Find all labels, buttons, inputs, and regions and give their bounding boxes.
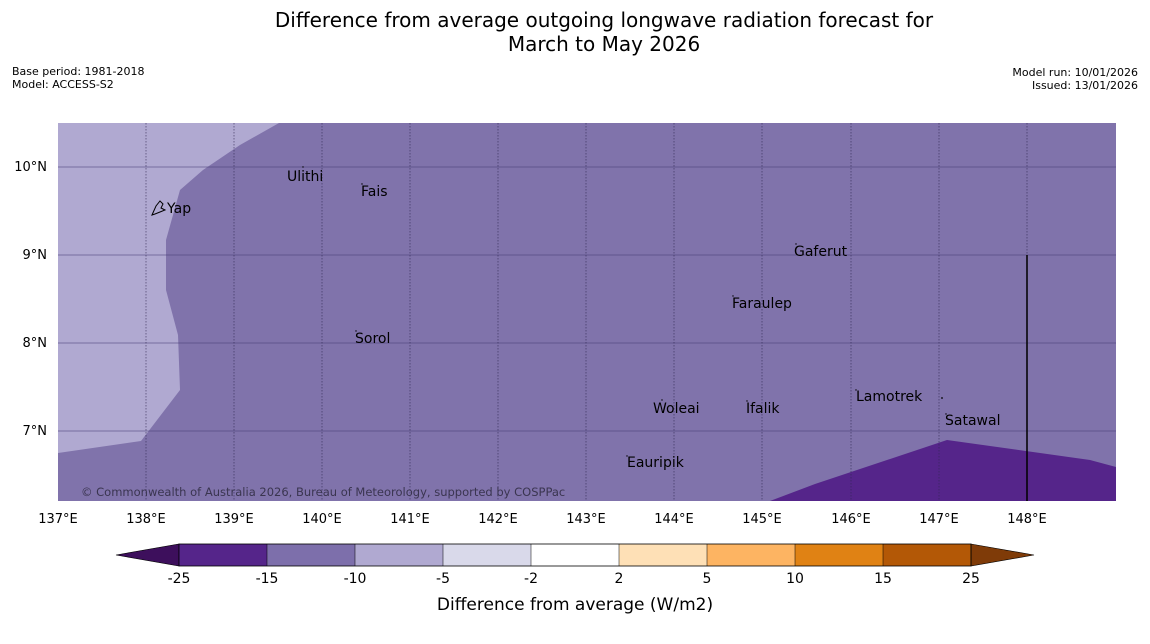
lon-label-137e: 137°E — [38, 512, 78, 527]
colorbar-tick-minus2: -2 — [524, 571, 538, 587]
lon-label-147e: 147°E — [919, 512, 959, 527]
place-label-gaferut: Gaferut — [794, 244, 848, 260]
title-line-1: Difference from average outgoing longwav… — [274, 8, 934, 32]
colorbar-tick-minus10: -10 — [344, 571, 367, 587]
model-text: Model: ACCESS-S2 — [12, 78, 114, 91]
colorbar-tick-15: 15 — [874, 571, 892, 587]
colorbar-seg-2 — [267, 544, 355, 566]
colorbar-tick-5: 5 — [703, 571, 712, 587]
place-label-faraulep: Faraulep — [732, 296, 792, 312]
colorbar-seg-9 — [883, 544, 971, 566]
place-label-satawal: Satawal — [945, 413, 1000, 429]
lon-label-146e: 146°E — [831, 512, 871, 527]
place-label-yap: Yap — [166, 201, 191, 217]
place-label-lamotrek: Lamotrek — [856, 389, 923, 405]
lon-label-148e: 148°E — [1007, 512, 1047, 527]
place-label-eauripik: Eauripik — [627, 455, 685, 471]
lon-label-142e: 142°E — [478, 512, 518, 527]
lat-label-8n: 8°N — [23, 336, 48, 351]
colorbar-tick-minus15: -15 — [256, 571, 279, 587]
island-dots — [302, 166, 947, 457]
lon-label-141e: 141°E — [390, 512, 430, 527]
lon-label-140e: 140°E — [302, 512, 342, 527]
colorbar-outline — [178, 543, 972, 567]
place-label-fais: Fais — [361, 184, 388, 200]
colorbar-tick-minus5: -5 — [436, 571, 450, 587]
place-label-ifalik: Ifalik — [746, 401, 780, 417]
colorbar-seg-4 — [443, 544, 531, 566]
colorbar — [115, 543, 1035, 567]
place-label-woleai: Woleai — [653, 401, 700, 417]
meta-left: Base period: 1981-2018 Model: ACCESS-S2 — [12, 65, 144, 91]
issued-text: Issued: 13/01/2026 — [1031, 79, 1138, 92]
lon-label-138e: 138°E — [126, 512, 166, 527]
lat-label-9n: 9°N — [23, 248, 48, 263]
colorbar-seg-3 — [355, 544, 443, 566]
colorbar-tick-minus25: -25 — [168, 571, 191, 587]
colorbar-seg-7 — [707, 544, 795, 566]
colorbar-tick-25: 25 — [962, 571, 980, 587]
copyright-text: © Commonwealth of Australia 2026, Bureau… — [81, 485, 565, 499]
lat-label-7n: 7°N — [23, 424, 48, 439]
chart-title: Difference from average outgoing longwav… — [0, 8, 1150, 56]
colorbar-label: Difference from average (W/m2) — [437, 595, 713, 615]
region-minus15-to-minus25 — [770, 440, 1116, 501]
lon-label-139e: 139°E — [214, 512, 254, 527]
lon-label-145e: 145°E — [742, 512, 782, 527]
yap-island-outline — [151, 200, 167, 216]
colorbar-seg-8 — [795, 544, 883, 566]
region-minus5-to-minus10 — [58, 123, 279, 453]
colorbar-seg-6 — [619, 544, 707, 566]
colorbar-tick-10: 10 — [786, 571, 804, 587]
meta-right: Model run: 10/01/2026 Issued: 13/01/2026 — [1012, 66, 1138, 92]
colorbar-seg-1 — [179, 544, 267, 566]
colorbar-seg-5 — [531, 544, 619, 566]
lon-label-144e: 144°E — [654, 512, 694, 527]
colorbar-tick-2: 2 — [615, 571, 624, 587]
colorbar-extend-high — [970, 543, 1035, 567]
base-period-text: Base period: 1981-2018 — [12, 65, 145, 78]
title-line-2: March to May 2026 — [507, 32, 701, 56]
model-run-text: Model run: 10/01/2026 — [1012, 66, 1138, 79]
place-label-sorol: Sorol — [355, 331, 390, 347]
colorbar-extend-low — [115, 543, 180, 567]
lat-label-10n: 10°N — [14, 160, 47, 175]
lon-label-143e: 143°E — [566, 512, 606, 527]
lon-gridlines — [145, 123, 1028, 501]
place-label-ulithi: Ulithi — [287, 169, 323, 185]
